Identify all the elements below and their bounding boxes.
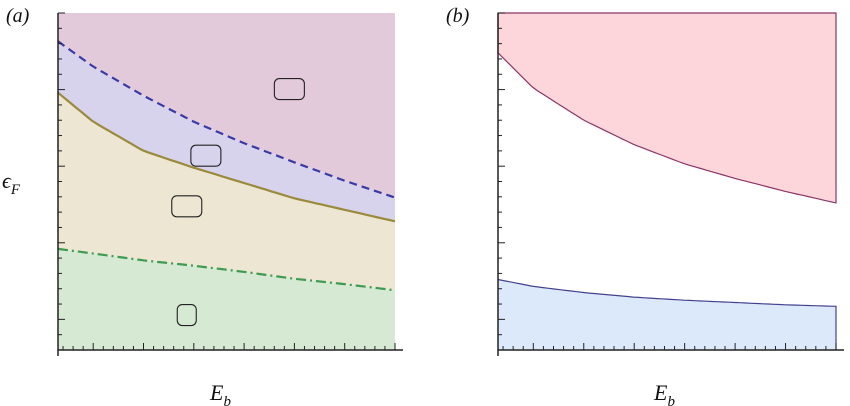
x-axis-label-b: Eb: [653, 380, 675, 406]
region-st-fill: [58, 92, 395, 291]
region-d-fill: [58, 248, 395, 350]
region-tw-fill: [58, 41, 395, 222]
region-label-box: [190, 144, 222, 167]
panel-a: [57, 12, 403, 356]
region-label-box: [171, 195, 203, 218]
lower-region-edge: [497, 278, 837, 350]
boundary-solid-line: [57, 91, 396, 223]
region-td-fill: [58, 13, 395, 198]
region-label-box: [176, 303, 197, 327]
y-axis-label-a: ϵF: [2, 168, 21, 198]
x-axis-label-a: Eb: [209, 380, 231, 406]
panel-b: [497, 12, 844, 356]
lower-region-fill: [498, 279, 836, 350]
boundary-dashed-line: [57, 40, 396, 199]
boundary-dashdot-line: [57, 247, 396, 292]
panel-b-label: (b): [446, 5, 470, 27]
region-label-box: [273, 78, 305, 101]
upper-region-fill: [497, 12, 837, 204]
panel-a-label: (a): [6, 5, 30, 27]
